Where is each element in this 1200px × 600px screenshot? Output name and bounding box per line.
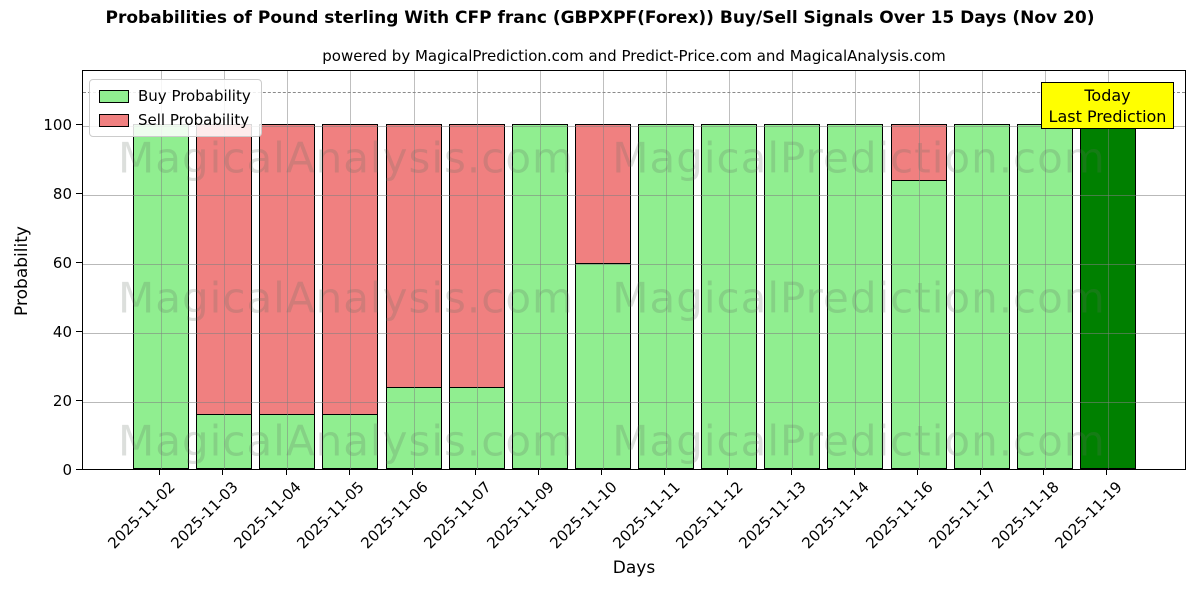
- gridline-x-2025-11-09: [539, 71, 541, 469]
- chart-subtitle: powered by MagicalPrediction.com and Pre…: [322, 47, 946, 65]
- x-tick-mark: [727, 470, 729, 475]
- legend-swatch-sell: [99, 113, 129, 127]
- y-tick-label-80: 80: [52, 185, 72, 204]
- gridline-x-2025-11-10: [602, 71, 604, 469]
- y-tick-label-100: 100: [43, 116, 72, 135]
- x-tick-mark: [348, 470, 350, 475]
- y-tick-label-20: 20: [52, 392, 72, 411]
- x-tick-label-2025-11-10: 2025-11-10: [546, 478, 621, 553]
- x-tick-mark: [1106, 470, 1108, 475]
- gridline-x-2025-11-11: [666, 71, 668, 469]
- x-tick-label-2025-11-06: 2025-11-06: [356, 478, 432, 553]
- x-tick-mark: [664, 470, 666, 475]
- y-tick-mark: [76, 124, 82, 126]
- y-tick-mark: [76, 193, 82, 195]
- gridline-y-40: [83, 333, 1185, 335]
- plot-area: Buy Probability Sell Probability Today La…: [82, 70, 1186, 470]
- x-tick-label-2025-11-12: 2025-11-12: [672, 478, 747, 553]
- x-tick-mark: [538, 470, 540, 475]
- x-tick-mark: [853, 470, 855, 475]
- y-tick-mark: [76, 262, 82, 264]
- gridline-x-2025-11-17: [981, 71, 983, 469]
- gridline-y-60: [83, 264, 1185, 266]
- x-tick-label-2025-11-03: 2025-11-03: [167, 478, 242, 553]
- today-annotation: Today Last Prediction: [1041, 82, 1174, 129]
- gridline-y-100: [83, 126, 1185, 128]
- y-tick-mark: [76, 331, 82, 333]
- x-tick-label-2025-11-13: 2025-11-13: [735, 478, 811, 553]
- x-tick-label-2025-11-07: 2025-11-07: [419, 478, 495, 553]
- legend-label-buy: Buy Probability: [138, 87, 251, 105]
- legend-label-sell: Sell Probability: [138, 111, 250, 129]
- x-tick-label-2025-11-02: 2025-11-02: [104, 478, 179, 553]
- gridline-x-2025-11-06: [413, 71, 415, 469]
- x-tick-label-2025-11-11: 2025-11-11: [609, 478, 684, 553]
- gridline-x-2025-11-12: [729, 71, 731, 469]
- x-tick-mark: [1043, 470, 1045, 475]
- gridline-x-2025-11-19: [1107, 71, 1109, 469]
- x-tick-label-2025-11-04: 2025-11-04: [230, 478, 305, 553]
- gridline-y-80: [83, 195, 1185, 197]
- x-tick-label-2025-11-14: 2025-11-14: [798, 478, 874, 553]
- gridline-x-2025-11-18: [1044, 71, 1046, 469]
- today-annotation-line1: Today: [1084, 85, 1131, 105]
- y-tick-label-40: 40: [52, 323, 72, 342]
- dashed-guideline: [83, 91, 1185, 93]
- x-tick-label-2025-11-19: 2025-11-19: [1051, 478, 1126, 553]
- x-tick-label-2025-11-05: 2025-11-05: [293, 478, 369, 553]
- legend-swatch-buy: [99, 89, 129, 103]
- gridline-x-2025-11-14: [855, 71, 857, 469]
- x-tick-mark: [916, 470, 918, 475]
- gridline-x-2025-11-03: [224, 71, 226, 469]
- x-tick-label-2025-11-16: 2025-11-16: [861, 478, 937, 553]
- gridline-x-2025-11-16: [918, 71, 920, 469]
- x-tick-label-2025-11-09: 2025-11-09: [483, 478, 558, 553]
- y-tick-mark: [76, 400, 82, 402]
- x-tick-mark: [601, 470, 603, 475]
- gridline-x-2025-11-13: [792, 71, 794, 469]
- today-annotation-line2: Last Prediction: [1048, 106, 1167, 126]
- gridline-x-2025-11-07: [476, 71, 478, 469]
- legend-item-buy: Buy Probability: [99, 87, 251, 105]
- y-tick-mark: [76, 469, 82, 471]
- x-tick-label-2025-11-18: 2025-11-18: [988, 478, 1063, 553]
- gridline-y-20: [83, 402, 1185, 404]
- gridline-x-2025-11-02: [161, 71, 162, 469]
- x-tick-mark: [222, 470, 224, 475]
- x-tick-label-2025-11-17: 2025-11-17: [925, 478, 1000, 553]
- gridline-x-2025-11-05: [350, 71, 352, 469]
- gridline-x-2025-11-04: [287, 71, 289, 469]
- legend-item-sell: Sell Probability: [99, 111, 251, 129]
- x-tick-mark: [411, 470, 413, 475]
- x-tick-mark: [159, 470, 161, 475]
- y-tick-label-60: 60: [52, 254, 72, 273]
- x-tick-mark: [474, 470, 476, 475]
- y-tick-label-0: 0: [62, 461, 72, 479]
- x-tick-mark: [285, 470, 287, 475]
- x-tick-mark: [790, 470, 792, 475]
- x-axis-label: Days: [612, 558, 656, 578]
- x-tick-mark: [979, 470, 981, 475]
- legend: Buy Probability Sell Probability: [89, 79, 262, 137]
- chart-title: Probabilities of Pound sterling With CFP…: [105, 8, 1095, 28]
